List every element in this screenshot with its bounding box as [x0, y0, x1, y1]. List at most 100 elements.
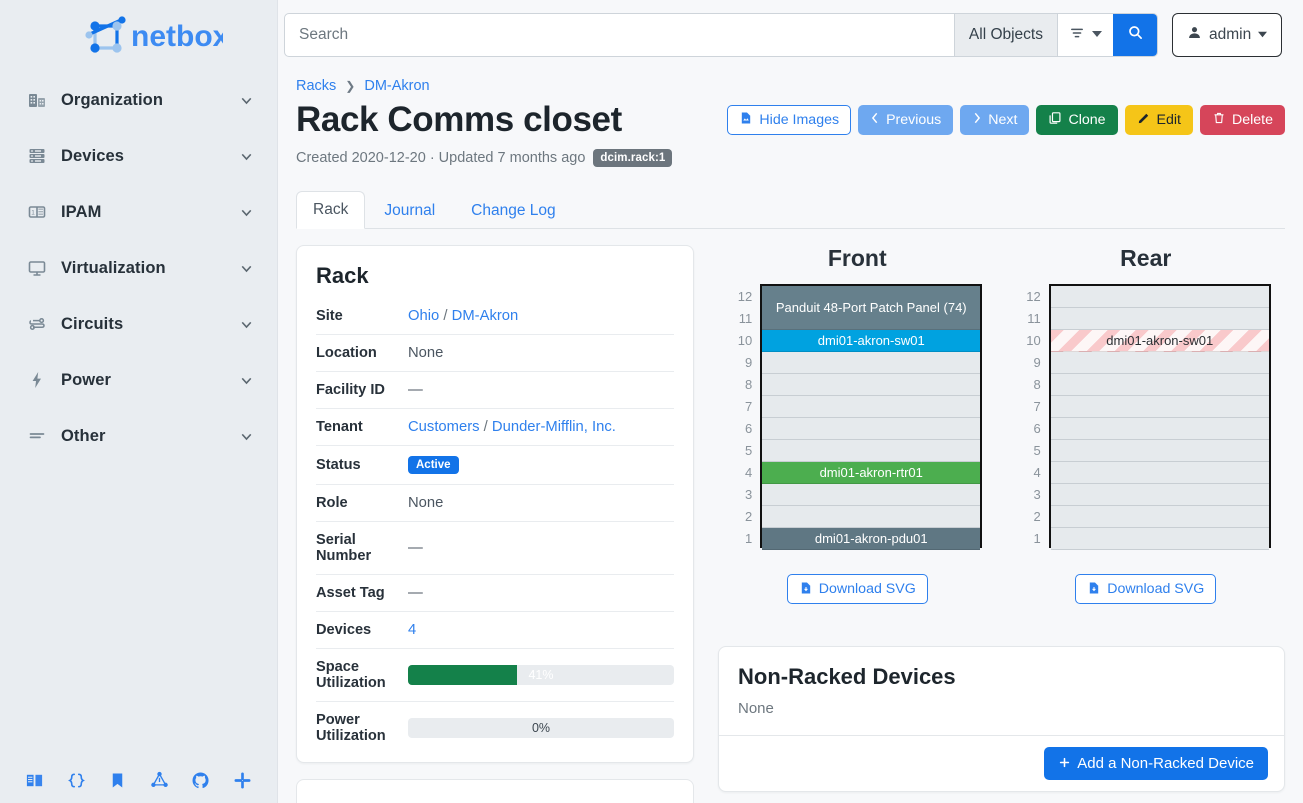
tab-change-log[interactable]: Change Log [454, 192, 572, 229]
filter-dropdown-button[interactable] [1057, 14, 1113, 56]
user-menu-button[interactable]: admin [1172, 13, 1283, 57]
rack-unit-slot[interactable] [762, 352, 981, 375]
virtualization-icon [26, 257, 48, 279]
sidebar-item-ipam[interactable]: 1 IPAM [0, 184, 277, 240]
rack-elevations: Front 1 2 3 4 5 6 7 8 9 10 11 12 Panduit 48-Port Pa… [718, 245, 1285, 605]
rack-unit-slot[interactable] [1050, 418, 1269, 441]
unit-number: 6 [1033, 421, 1041, 437]
page-content: Racks ❯ DM-Akron Rack Comms closet Hide … [278, 70, 1303, 803]
top-bar: All Objects admin [278, 0, 1303, 70]
unit-number: 5 [1033, 443, 1041, 459]
download-svg-rear-button[interactable]: Download SVG [1075, 574, 1217, 605]
circuits-icon [26, 313, 48, 335]
breadcrumb-item-racks[interactable]: Racks [296, 78, 337, 94]
slack-icon[interactable] [231, 769, 253, 791]
tab-rack[interactable]: Rack [296, 191, 366, 230]
chevron-right-icon [972, 112, 982, 127]
edit-button[interactable]: Edit [1124, 105, 1193, 135]
rack-unit-slot[interactable] [762, 484, 981, 507]
rack-device-dmi01-akron-pdu01[interactable]: dmi01-akron-pdu01 [762, 528, 981, 551]
rack-unit-slot[interactable] [1050, 484, 1269, 507]
rack-unit-slot[interactable] [1050, 308, 1269, 331]
unit-number: 12 [1026, 289, 1041, 305]
rack-elevation-front: Front 1 2 3 4 5 6 7 8 9 10 11 12 Panduit 48-Port Pa… [732, 245, 983, 605]
file-download-icon [1087, 581, 1101, 598]
row-label: Devices [316, 611, 408, 649]
right-column: Front 1 2 3 4 5 6 7 8 9 10 11 12 Panduit 48-Port Pa… [718, 245, 1285, 803]
rack-unit-slot[interactable] [762, 440, 981, 463]
rack-device-dmi01-akron-sw01[interactable]: dmi01-akron-sw01 [1050, 330, 1269, 353]
rack-unit-slot[interactable] [1050, 528, 1269, 551]
chevron-down-icon [238, 92, 255, 109]
hide-images-button[interactable]: Hide Images [727, 105, 852, 135]
clone-button[interactable]: Clone [1036, 105, 1118, 135]
tab-journal[interactable]: Journal [367, 192, 452, 229]
unit-number: 8 [745, 377, 753, 393]
breadcrumb-item-site[interactable]: DM-Akron [364, 78, 430, 94]
rack-unit-slot[interactable] [1050, 440, 1269, 463]
unit-number: 9 [745, 355, 753, 371]
search-submit-button[interactable] [1113, 14, 1157, 56]
button-label: Hide Images [759, 111, 840, 128]
sidebar-nav: Organization Devices [0, 72, 277, 464]
download-svg-front-button[interactable]: Download SVG [786, 574, 928, 605]
github-icon[interactable] [190, 769, 212, 791]
rack-unit-slot[interactable] [1050, 462, 1269, 485]
bookmark-icon[interactable] [107, 769, 129, 791]
rack-unit-slot[interactable] [762, 418, 981, 441]
row-value-power-utilization: 0% [408, 701, 674, 755]
rack-device-dmi01-akron-sw01[interactable]: dmi01-akron-sw01 [762, 330, 981, 353]
rack-unit-slot[interactable] [762, 374, 981, 397]
sidebar-item-label: Circuits [61, 314, 124, 333]
object-scope-select[interactable]: All Objects [953, 14, 1057, 56]
row-value-devices: 4 [408, 611, 674, 649]
previous-button[interactable]: Previous [858, 105, 954, 135]
main-region: All Objects admin [278, 0, 1303, 803]
delete-button[interactable]: Delete [1199, 105, 1285, 135]
row-value-facility-id: — [408, 371, 674, 409]
pencil-icon [1137, 111, 1151, 128]
docs-book-icon[interactable] [24, 769, 46, 791]
devices-icon [26, 145, 48, 167]
devices-count-link[interactable]: 4 [408, 622, 417, 639]
rack-unit-slot[interactable] [1050, 396, 1269, 419]
rack-unit-slot[interactable] [1050, 352, 1269, 375]
tenant-group-link[interactable]: Customers [408, 419, 480, 436]
netbox-logo[interactable]: netbox [0, 0, 277, 66]
site-link[interactable]: DM-Akron [451, 308, 519, 325]
rack-unit-slot[interactable] [1050, 506, 1269, 529]
rack-device-panduit-48-port-patch-panel-74[interactable]: Panduit 48-Port Patch Panel (74) [762, 286, 981, 331]
elevation-title-rear: Rear [1120, 245, 1172, 272]
content-columns: Rack Site Ohio / DM-Akron [296, 245, 1285, 803]
rack-unit-slot[interactable] [762, 396, 981, 419]
sidebar-item-circuits[interactable]: Circuits [0, 296, 277, 352]
non-racked-devices-card: Non-Racked Devices None Add a Non-Racked… [718, 646, 1285, 793]
table-row: Space Utilization 41% [316, 648, 674, 702]
rack-frame-front[interactable]: Panduit 48-Port Patch Panel (74) dmi01-ak… [760, 284, 983, 551]
rack-device-dmi01-akron-rtr01[interactable]: dmi01-akron-rtr01 [762, 462, 981, 485]
sidebar-item-organization[interactable]: Organization [0, 72, 277, 128]
separator: / [443, 308, 448, 325]
sidebar-item-virtualization[interactable]: Virtualization [0, 240, 277, 296]
sidebar-item-other[interactable]: Other [0, 408, 277, 464]
sidebar-item-label: IPAM [61, 202, 102, 221]
unit-number: 10 [1026, 333, 1041, 349]
rack-elevation-rear: Rear 1 2 3 4 5 6 7 8 9 10 11 12 dmi01-akron-sw01 [1021, 245, 1271, 605]
add-non-racked-device-button[interactable]: Add a Non-Racked Device [1044, 747, 1268, 781]
sidebar-item-power[interactable]: Power [0, 352, 277, 408]
next-button[interactable]: Next [960, 105, 1030, 135]
tenant-link[interactable]: Dunder-Mifflin, Inc. [491, 419, 616, 436]
rack-unit-slot[interactable] [1050, 286, 1269, 309]
row-value-role: None [408, 484, 674, 522]
tab-label: Change Log [471, 202, 556, 220]
created-updated-label: Created 2020-12-20 · Updated 7 months ag… [296, 150, 586, 167]
rack-unit-slot[interactable] [762, 506, 981, 529]
rack-unit-slot[interactable] [1050, 374, 1269, 397]
unit-number: 2 [1033, 509, 1041, 525]
api-braces-icon[interactable] [65, 769, 87, 791]
sidebar-item-devices[interactable]: Devices [0, 128, 277, 184]
graphql-icon[interactable] [148, 769, 170, 791]
rack-frame-rear[interactable]: dmi01-akron-sw01 [1048, 284, 1271, 551]
search-input[interactable] [285, 14, 954, 56]
site-group-link[interactable]: Ohio [408, 308, 440, 325]
